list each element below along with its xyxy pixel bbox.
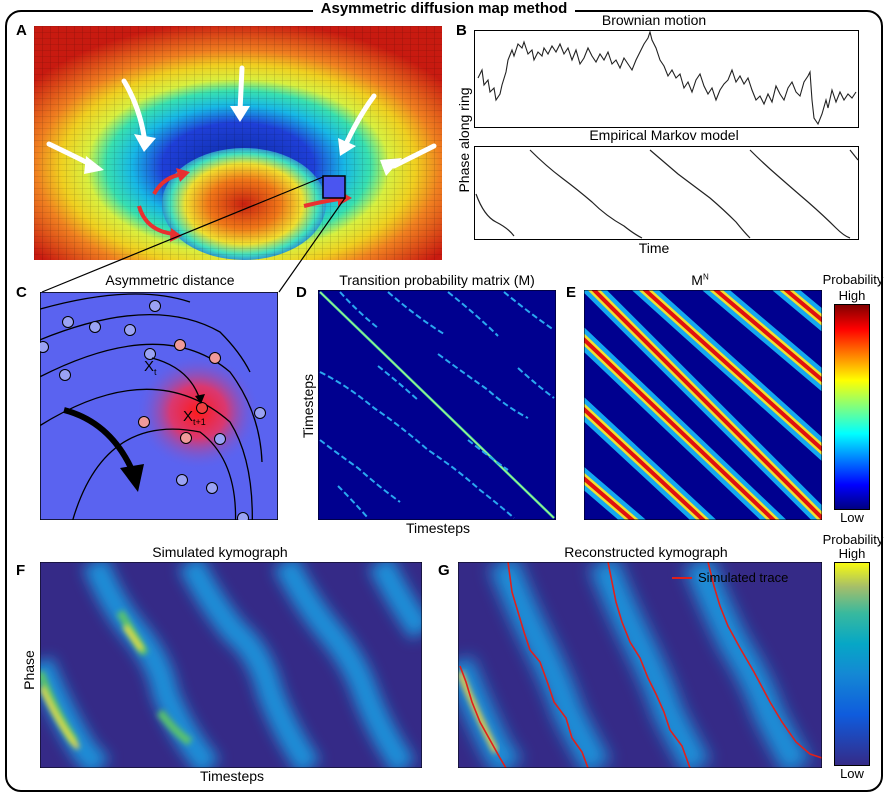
panel-a-surface xyxy=(34,26,442,260)
panel-label-g: G xyxy=(438,562,450,579)
label-xt1: Xt+1 xyxy=(183,408,206,427)
panel-label-c: C xyxy=(16,284,27,301)
panel-c-ring xyxy=(40,292,278,520)
panel-label-e: E xyxy=(566,284,577,301)
panel-f-ylabel: Phase xyxy=(21,650,37,690)
panel-d-ylabel: Timesteps xyxy=(300,373,316,439)
figure-title-wrap: Asymmetric diffusion map method xyxy=(0,0,888,18)
panel-b-top-title: Brownian motion xyxy=(601,12,707,28)
figure-title: Asymmetric diffusion map method xyxy=(312,0,576,17)
inflow-arrows xyxy=(46,65,437,169)
brownian-trace xyxy=(477,30,857,126)
colorbar-bottom xyxy=(834,562,870,766)
panel-d-title: Transition probability matrix (M) xyxy=(339,272,535,288)
legend-label: Simulated trace xyxy=(698,570,789,585)
panel-d-xlabel: Timesteps xyxy=(405,520,471,536)
panel-b-ylabel: Phase along ring xyxy=(456,87,472,193)
brownian-plot xyxy=(474,30,859,128)
panel-label-d: D xyxy=(296,284,307,301)
matrix-power xyxy=(584,290,822,520)
zoom-lines xyxy=(41,176,346,293)
panel-b-bottom-title: Empirical Markov model xyxy=(589,127,739,143)
colorbar-top-high: High xyxy=(838,288,866,303)
trace-legend: Simulated trace xyxy=(672,570,788,585)
flow-direction-arrow xyxy=(120,464,144,492)
legend-swatch xyxy=(672,576,692,579)
panel-label-f: F xyxy=(16,562,26,579)
panel-label-b: B xyxy=(456,22,467,39)
markov-plot xyxy=(474,146,859,240)
simulated-trace-lines xyxy=(459,562,822,768)
matrix-bands xyxy=(319,291,555,519)
colorbar-bottom-low: Low xyxy=(840,766,864,781)
panel-g-title: Reconstructed kymograph xyxy=(564,544,728,560)
colorbar-top xyxy=(834,304,870,510)
colorbar-bottom-title: Probability xyxy=(822,532,884,547)
label-xt: Xt xyxy=(144,358,157,377)
colorbar-top-low: Low xyxy=(840,510,864,525)
reconstructed-kymograph xyxy=(458,562,822,768)
kymo-f-bands xyxy=(40,562,422,768)
panel-b-xlabel: Time xyxy=(638,240,670,256)
panel-f-title: Simulated kymograph xyxy=(152,544,288,560)
data-points xyxy=(40,300,266,520)
panel-label-a: A xyxy=(16,22,27,39)
panel-e-title: MN xyxy=(691,272,709,288)
panel-f-xlabel: Timesteps xyxy=(199,768,265,784)
colorbar-bottom-high: High xyxy=(838,546,866,561)
simulated-kymograph xyxy=(40,562,422,768)
transition-matrix xyxy=(318,290,556,520)
zoom-region xyxy=(322,175,346,199)
colorbar-top-title: Probability xyxy=(822,272,884,287)
kymo-f-peak xyxy=(40,624,145,750)
panel-c-title: Asymmetric distance xyxy=(105,272,235,288)
power-bands xyxy=(584,290,822,520)
markov-traces xyxy=(475,149,859,239)
